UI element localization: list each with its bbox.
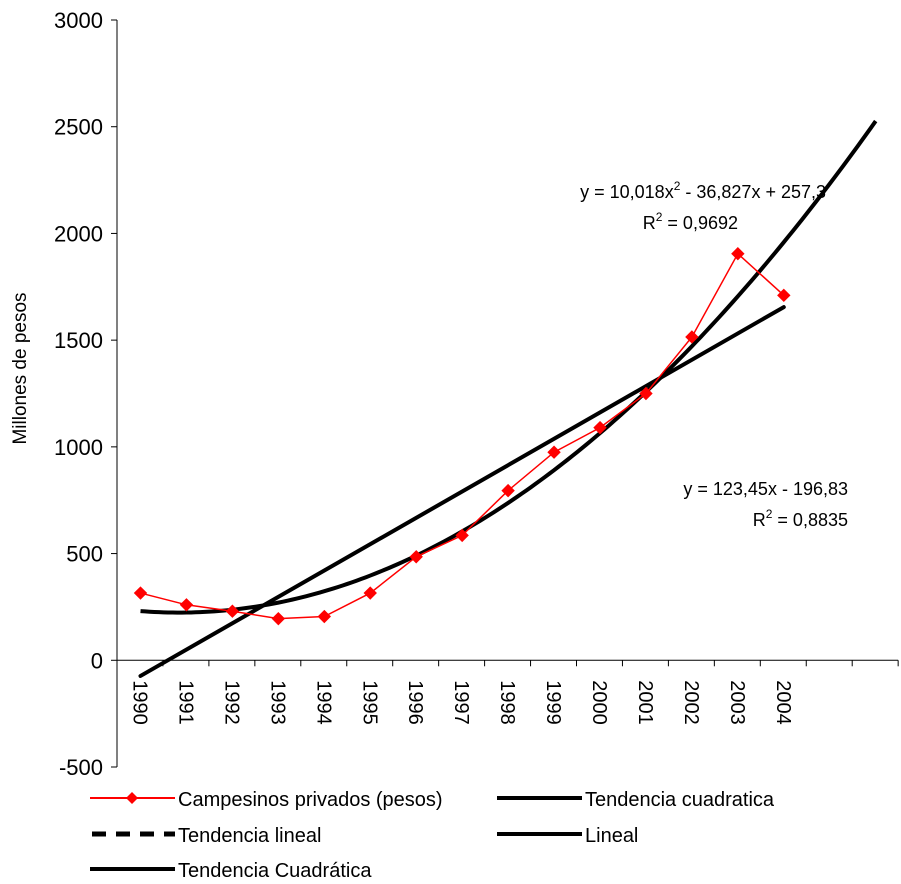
y-tick-label: 0 [91, 648, 103, 673]
x-tick-label: 2000 [588, 680, 610, 725]
legend-label: Lineal [585, 825, 638, 847]
x-tick-label: 2003 [726, 680, 748, 725]
y-tick-label: 2000 [54, 221, 103, 246]
legend-label: Campesinos privados (pesos) [178, 789, 443, 811]
legend: Campesinos privados (pesos) Tendencia cua… [90, 789, 775, 882]
y-tick-label: 1500 [54, 328, 103, 353]
y-tick-label: 3000 [54, 8, 103, 33]
x-tick-label: 1993 [266, 680, 288, 725]
linear-r2-label: R2 = 0,8835 [753, 507, 848, 530]
data-point-marker [226, 605, 238, 617]
data-point-marker [318, 611, 330, 623]
legend-label: Tendencia cuadratica [585, 789, 775, 811]
x-tick-label: 1994 [312, 680, 334, 725]
legend-label: Tendencia Cuadrática [178, 860, 372, 882]
x-tick-label: 1991 [174, 680, 196, 725]
x-tick-label: 2002 [680, 680, 702, 725]
y-tick-label: 2500 [54, 115, 103, 140]
x-tick-label: 1992 [220, 680, 242, 725]
data-point-marker [135, 587, 147, 599]
trendlines [141, 121, 876, 676]
data-series [135, 248, 790, 625]
quadratic-equation-label: y = 10,018x2 - 36,827x + 257,3 [580, 179, 826, 202]
y-tick-label: 500 [66, 542, 103, 567]
linear-equation-label: y = 123,45x - 196,83 [683, 479, 848, 499]
x-tick-label: 1997 [450, 680, 472, 725]
data-point-marker [272, 613, 284, 625]
y-axis-title: Millones de pesos [10, 292, 31, 444]
x-tick-label: 1996 [404, 680, 426, 725]
legend-label: Tendencia lineal [178, 825, 321, 847]
x-tick-label: 1999 [542, 680, 564, 725]
x-tick-label: 1998 [496, 680, 518, 725]
x-tick-label: 2001 [634, 680, 656, 725]
legend-swatch-marker [126, 792, 138, 804]
y-tick-label: -500 [59, 755, 103, 780]
quadratic-r2-label: R2 = 0,9692 [643, 210, 738, 233]
x-tick-label: 1990 [129, 680, 151, 725]
annotations: y = 10,018x2 - 36,827x + 257,3 R2 = 0,969… [580, 179, 848, 530]
y-tick-label: 1000 [54, 435, 103, 460]
x-tick-label: 2004 [772, 680, 794, 725]
x-tick-label: 1995 [358, 680, 380, 725]
data-point-marker [180, 599, 192, 611]
series-line [141, 254, 784, 619]
axes: 3000 2500 2000 1500 1000 500 0 -500 1990 1991 1992… [10, 8, 898, 780]
